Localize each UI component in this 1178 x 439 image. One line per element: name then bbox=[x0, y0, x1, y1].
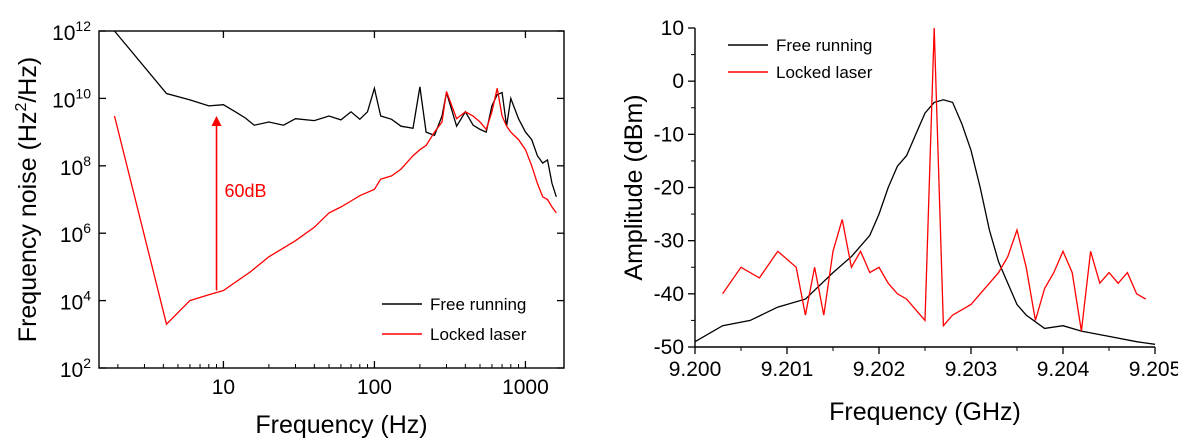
y-tick-label: -10 bbox=[654, 123, 684, 146]
x-tick-label: 9.202 bbox=[853, 358, 906, 381]
x-tick-label: 9.201 bbox=[761, 358, 814, 381]
series-line-locked bbox=[722, 27, 1147, 332]
x-tick-label: 9.203 bbox=[945, 358, 998, 381]
y-axis-label: Amplitude (dBm) bbox=[620, 94, 648, 280]
x-axis-label: Frequency (Hz) bbox=[255, 411, 427, 439]
y-tick-label: -30 bbox=[654, 230, 684, 253]
frequency-noise-chart: 10 100 1000 102 104 106 108 1010 1012 Frequency (… bbox=[13, 18, 565, 439]
arrow-head bbox=[211, 116, 222, 127]
legend-label: Free running bbox=[430, 295, 526, 314]
series-line-locked bbox=[113, 88, 557, 326]
x-axis-label: Frequency (GHz) bbox=[829, 398, 1021, 426]
y-tick-label: 10 bbox=[661, 17, 684, 40]
y-tick-label: 104 bbox=[60, 288, 91, 315]
x-tick-label: 10 bbox=[212, 376, 235, 399]
x-tick-label: 9.204 bbox=[1037, 358, 1090, 381]
y-tick-label: 0 bbox=[672, 70, 684, 93]
y-tick-label: -20 bbox=[654, 177, 684, 200]
x-tick-label: 1000 bbox=[502, 376, 549, 399]
y-tick-label: 106 bbox=[60, 220, 91, 247]
legend-label: Free running bbox=[776, 36, 872, 55]
y-tick-label: -50 bbox=[654, 336, 684, 359]
x-tick-label: 9.200 bbox=[669, 358, 722, 381]
y-tick-label: 1010 bbox=[52, 85, 91, 112]
x-tick-label: 9.205 bbox=[1129, 358, 1178, 381]
plot-frame bbox=[98, 30, 565, 369]
y-tick-label: 108 bbox=[60, 153, 91, 180]
legend-label: Locked laser bbox=[430, 325, 527, 344]
y-tick-label: -40 bbox=[654, 283, 684, 306]
legend-label: Locked laser bbox=[776, 63, 873, 82]
y-tick-label: 1012 bbox=[52, 18, 91, 45]
y-axis-label: Frequency noise (Hz2/Hz) bbox=[13, 57, 42, 342]
y-tick-label: 102 bbox=[60, 355, 91, 382]
series-line-free bbox=[694, 99, 1156, 345]
series-line-free bbox=[114, 30, 557, 197]
amplitude-spectrum-chart: 9.200 9.201 9.202 9.203 9.204 9.205 -50 -40 -30 -… bbox=[620, 17, 1178, 426]
x-tick-label: 100 bbox=[357, 376, 392, 399]
annotation-60db: 60dB bbox=[225, 181, 267, 201]
